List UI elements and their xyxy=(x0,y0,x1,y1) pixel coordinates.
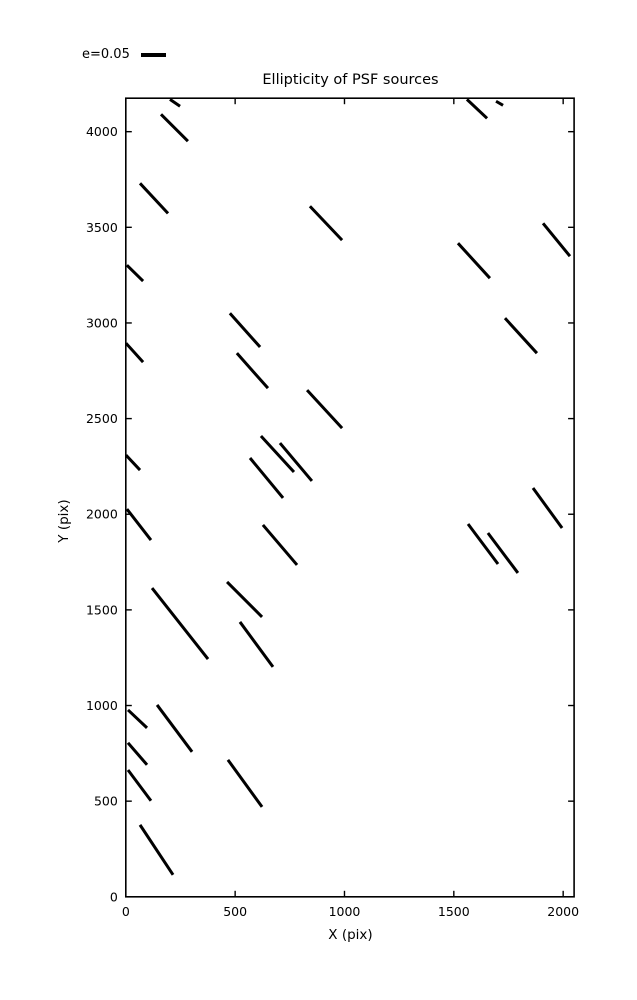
y-tick-label: 2500 xyxy=(86,411,118,426)
ellipticity-whisker xyxy=(486,532,520,574)
y-tick-label: 1000 xyxy=(86,698,118,713)
y-axis-label: Y (pix) xyxy=(56,499,72,543)
ellipticity-whisker xyxy=(531,487,564,529)
ellipticity-whisker xyxy=(465,98,489,120)
ellipticity-whisker xyxy=(259,434,296,473)
y-tick-label: 2000 xyxy=(86,507,118,522)
y-tick-label: 3000 xyxy=(86,315,118,330)
x-tick-label: 2000 xyxy=(547,904,579,919)
ellipticity-whisker xyxy=(238,621,275,668)
ellipticity-whisker xyxy=(278,442,314,482)
x-tick-label: 1000 xyxy=(329,904,361,919)
ellipticity-whisker xyxy=(503,317,539,355)
ellipticity-whisker xyxy=(261,523,299,566)
y-tick-label: 1500 xyxy=(86,602,118,617)
ellipticity-whisker xyxy=(138,182,170,215)
x-tick-label: 0 xyxy=(122,904,130,919)
y-tick-label: 3500 xyxy=(86,220,118,235)
y-tick-label: 4000 xyxy=(86,124,118,139)
ellipticity-whisker xyxy=(169,98,181,108)
ellipticity-whisker xyxy=(126,708,149,729)
ellipticity-whisker xyxy=(226,758,264,808)
ellipticity-whisker xyxy=(125,264,145,283)
ellipticity-whisker xyxy=(305,389,344,430)
ellipticity-whisker xyxy=(126,741,149,766)
x-tick-label: 1500 xyxy=(438,904,470,919)
y-tick-label: 0 xyxy=(110,889,118,904)
ellipticity-whisker xyxy=(456,242,492,280)
ellipticity-whisker xyxy=(126,769,153,802)
x-axis-label: X (pix) xyxy=(328,927,373,943)
ellipticity-whisker xyxy=(466,523,500,565)
axes-frame xyxy=(125,97,575,898)
ellipticity-whisker xyxy=(541,222,572,258)
ellipticity-whisker xyxy=(138,824,175,876)
ellipticity-whisker xyxy=(225,580,264,619)
ellipticity-whisker xyxy=(125,454,142,472)
y-tick-label: 500 xyxy=(94,794,118,809)
ellipticity-whisker xyxy=(125,342,145,364)
x-tick-label: 500 xyxy=(223,904,247,919)
chart-title: Ellipticity of PSF sources xyxy=(262,72,439,88)
legend-line-sample xyxy=(140,52,166,57)
legend: e=0.05 xyxy=(82,47,166,62)
ellipticity-whisker xyxy=(159,113,189,143)
ellipticity-whisker xyxy=(308,205,344,242)
ellipticity-whisker xyxy=(155,704,194,753)
ellipticity-whisker xyxy=(150,587,210,660)
ellipticity-whisker xyxy=(495,99,504,107)
legend-label: e=0.05 xyxy=(82,47,130,62)
ellipticity-whisker xyxy=(235,352,270,390)
ellipticity-whisker xyxy=(228,312,262,349)
ellipticity-whisker xyxy=(248,457,285,499)
